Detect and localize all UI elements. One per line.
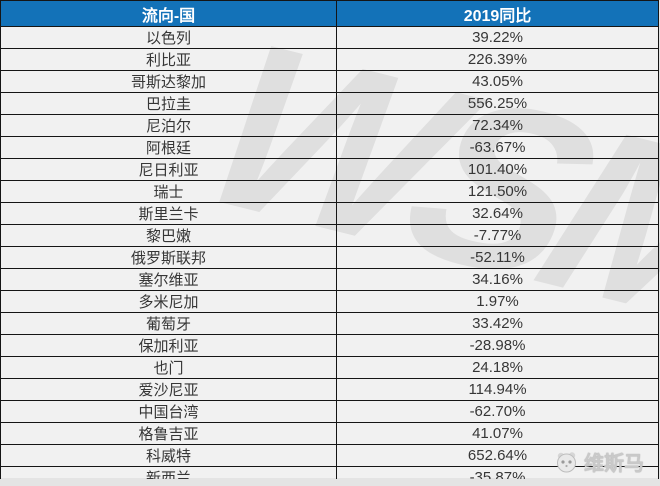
country-cell: 以色列 — [0, 26, 337, 49]
table-row: 爱沙尼亚 114.94% — [0, 378, 659, 401]
country-cell: 也门 — [0, 356, 337, 379]
table-row: 科威特 652.64% — [0, 444, 659, 467]
table-row: 以色列 39.22% — [0, 26, 659, 49]
column-header-2019-yoy: 2019同比 — [336, 0, 659, 27]
table-row: 黎巴嫩 -7.77% — [0, 224, 659, 247]
column-header-flow-country: 流向-国 — [0, 0, 337, 27]
country-cell: 巴拉圭 — [0, 92, 337, 115]
yoy-value-cell: -62.70% — [336, 400, 659, 423]
bottom-margin-strip — [0, 479, 660, 486]
table-row: 巴拉圭 556.25% — [0, 92, 659, 115]
country-cell: 格鲁吉亚 — [0, 422, 337, 445]
yoy-value-cell: 33.42% — [336, 312, 659, 335]
yoy-value-cell: 39.22% — [336, 26, 659, 49]
yoy-value-cell: 32.64% — [336, 202, 659, 225]
country-cell: 科威特 — [0, 444, 337, 467]
yoy-value-cell: 226.39% — [336, 48, 659, 71]
table-row: 尼泊尔 72.34% — [0, 114, 659, 137]
yoy-value-cell: 1.97% — [336, 290, 659, 313]
country-cell: 塞尔维亚 — [0, 268, 337, 291]
country-cell: 俄罗斯联邦 — [0, 246, 337, 269]
yoy-value-cell: 652.64% — [336, 444, 659, 467]
table-row: 哥斯达黎加 43.05% — [0, 70, 659, 93]
country-cell: 利比亚 — [0, 48, 337, 71]
yoy-value-cell: 34.16% — [336, 268, 659, 291]
table-row: 塞尔维亚 34.16% — [0, 268, 659, 291]
table-row: 格鲁吉亚 41.07% — [0, 422, 659, 445]
country-cell: 爱沙尼亚 — [0, 378, 337, 401]
yoy-value-cell: 121.50% — [336, 180, 659, 203]
table-row: 阿根廷 -63.67% — [0, 136, 659, 159]
yoy-value-cell: 24.18% — [336, 356, 659, 379]
yoy-value-cell: 72.34% — [336, 114, 659, 137]
country-cell: 中国台湾 — [0, 400, 337, 423]
country-cell: 黎巴嫩 — [0, 224, 337, 247]
header-row: 流向-国 2019同比 — [0, 0, 659, 27]
yoy-value-cell: -28.98% — [336, 334, 659, 357]
table-row: 中国台湾 -62.70% — [0, 400, 659, 423]
yoy-value-cell: -52.11% — [336, 246, 659, 269]
yoy-value-cell: 101.40% — [336, 158, 659, 181]
table-row: 保加利亚 -28.98% — [0, 334, 659, 357]
country-cell: 保加利亚 — [0, 334, 337, 357]
country-cell: 哥斯达黎加 — [0, 70, 337, 93]
country-cell: 瑞士 — [0, 180, 337, 203]
yoy-value-cell: 114.94% — [336, 378, 659, 401]
country-cell: 尼泊尔 — [0, 114, 337, 137]
yoy-value-cell: 43.05% — [336, 70, 659, 93]
table-row: 也门 24.18% — [0, 356, 659, 379]
yoy-value-cell: 556.25% — [336, 92, 659, 115]
country-cell: 葡萄牙 — [0, 312, 337, 335]
country-cell: 多米尼加 — [0, 290, 337, 313]
table-row: 尼日利亚 101.40% — [0, 158, 659, 181]
yoy-value-cell: -63.67% — [336, 136, 659, 159]
country-cell: 斯里兰卡 — [0, 202, 337, 225]
table-row: 多米尼加 1.97% — [0, 290, 659, 313]
yoy-value-cell: 41.07% — [336, 422, 659, 445]
country-cell: 尼日利亚 — [0, 158, 337, 181]
table-row: 葡萄牙 33.42% — [0, 312, 659, 335]
table-row: 瑞士 121.50% — [0, 180, 659, 203]
table-row: 利比亚 226.39% — [0, 48, 659, 71]
country-cell: 阿根廷 — [0, 136, 337, 159]
yoy-value-cell: -7.77% — [336, 224, 659, 247]
table-row: 俄罗斯联邦 -52.11% — [0, 246, 659, 269]
table-row: 斯里兰卡 32.64% — [0, 202, 659, 225]
